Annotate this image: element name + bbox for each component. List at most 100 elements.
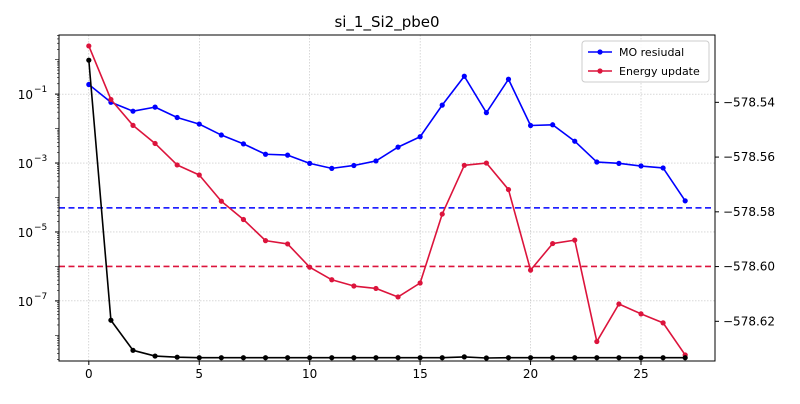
series-2-point (196, 355, 202, 361)
series-0-point (285, 152, 291, 158)
series-0-point (483, 110, 489, 116)
y-left-tick-exponent: −5 (34, 223, 47, 233)
y-left-tick-label: 10 (18, 157, 33, 171)
series-0-point (373, 158, 379, 164)
x-tick-label: 15 (412, 367, 427, 381)
series-0-point (395, 144, 401, 150)
series-2-point (527, 355, 534, 361)
series-2-point (594, 355, 600, 361)
plot-frame (58, 34, 716, 362)
series-0-point (152, 104, 158, 110)
legend-label-energy-update: Energy update (619, 65, 700, 78)
series-line-2 (88, 60, 686, 359)
x-tick-label: 0 (85, 367, 93, 381)
series-2-point (660, 355, 666, 361)
series-0-point (130, 108, 136, 114)
series-2-point (682, 355, 688, 361)
series-1-point (439, 211, 445, 217)
series-1-point (196, 172, 202, 178)
series-2-point (130, 347, 136, 353)
threshold-lines (59, 207, 715, 268)
series-2-point (395, 355, 401, 361)
series-0-point (682, 198, 688, 204)
series-0-point (417, 134, 423, 140)
series-2-point (108, 317, 114, 323)
series-1-point (395, 294, 401, 300)
series-2-point (351, 355, 357, 361)
series-1-point (329, 277, 335, 283)
y-right-tick-label: −578.62 (723, 314, 775, 328)
series-1-point (285, 241, 291, 247)
y-left-tick-exponent: −3 (34, 154, 47, 164)
series-2-point (616, 355, 622, 361)
legend-box (581, 40, 710, 83)
y-left-tick-label: 10 (18, 295, 33, 309)
series-1-point (307, 264, 313, 270)
series-0-point (527, 122, 534, 129)
series-0-point (616, 160, 622, 166)
series-2-point (285, 355, 291, 361)
series-0-point (307, 160, 313, 166)
series-2-point (505, 355, 512, 361)
series-2-point (152, 353, 158, 359)
series-1-point (616, 301, 622, 307)
series-0-point (660, 165, 666, 171)
y-right-tick-label: −578.56 (723, 150, 775, 164)
series-1-point (638, 311, 644, 317)
series-2-point (461, 354, 467, 360)
chart-title: si_1_Si2_pbe0 (334, 13, 439, 32)
series-2-point (373, 355, 379, 361)
y-left-tick-label: 10 (18, 226, 33, 240)
y-right-tick-label: −578.54 (723, 95, 775, 109)
series-1-point (130, 122, 136, 128)
series-1-point (240, 216, 247, 223)
series-0-point (240, 141, 247, 147)
x-tick-label: 5 (195, 367, 203, 381)
series-1-point (660, 320, 666, 326)
y-axis-left: 10−110−310−510−7 (18, 35, 59, 360)
x-axis: 0 5 10 15 20 25 (85, 361, 649, 381)
series-1-point (351, 283, 357, 289)
x-tick-label: 25 (633, 367, 648, 381)
series-2-point (638, 355, 644, 361)
series-1-point (594, 338, 600, 345)
series-0-point (174, 114, 180, 121)
series-2-point (218, 355, 224, 361)
series-1-point (550, 240, 556, 247)
y-left-tick-label: 10 (18, 88, 33, 102)
series-1-point (417, 280, 423, 286)
legend-marker-energy-update (597, 68, 603, 74)
legend: MO resiudal Energy update (581, 40, 710, 83)
series-2-point (240, 355, 247, 361)
series-2-point (483, 355, 489, 361)
series-2-point (550, 355, 556, 361)
series-1-point (505, 186, 512, 193)
legend-label-mo-residual: MO resiudal (619, 46, 684, 59)
series-0-point (572, 138, 578, 144)
series-0-point (505, 76, 512, 82)
y-right-tick-label: −578.60 (723, 260, 775, 274)
series-line-1 (88, 45, 686, 356)
y-left-tick-exponent: −1 (34, 85, 47, 95)
series-1-point (174, 162, 180, 168)
series-2-point (262, 355, 269, 361)
series-1-point (572, 237, 578, 243)
x-tick-label: 10 (302, 367, 317, 381)
series-1-point (461, 162, 467, 168)
series-0-point (196, 121, 202, 127)
series-0-point (329, 165, 335, 171)
series-1-point (86, 43, 92, 49)
series-1-point (483, 160, 489, 166)
series-1-point (152, 140, 158, 147)
y-right-tick-label: −578.58 (723, 205, 775, 219)
series-0-point (550, 122, 556, 128)
series-0-point (594, 159, 600, 165)
series-layer (86, 43, 688, 361)
series-1-point (108, 96, 114, 103)
series-1-point (373, 285, 379, 292)
series-0-point (351, 162, 357, 169)
series-1-point (527, 267, 534, 273)
series-2-point (307, 355, 313, 361)
series-2-point (329, 355, 335, 361)
